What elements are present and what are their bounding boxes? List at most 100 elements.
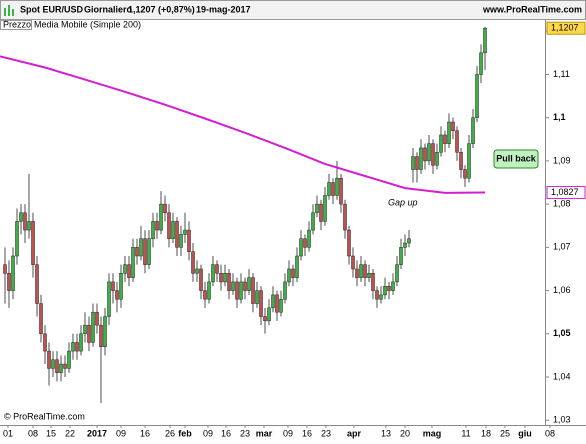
candle-body bbox=[367, 273, 371, 278]
candle-body bbox=[471, 117, 475, 144]
candle-body bbox=[455, 130, 459, 153]
candle-body bbox=[295, 255, 299, 278]
annotation-gap-up: Gap up bbox=[388, 197, 418, 207]
candle-body bbox=[31, 221, 35, 265]
candle-body bbox=[347, 229, 351, 257]
candle-body bbox=[79, 333, 83, 352]
candle bbox=[119, 264, 123, 308]
candle-body bbox=[263, 316, 267, 322]
candle bbox=[123, 255, 127, 282]
candle-body bbox=[23, 212, 27, 231]
candle-body bbox=[355, 268, 359, 278]
y-tick-label: 1,08 bbox=[553, 199, 571, 209]
candle bbox=[19, 204, 23, 235]
candle bbox=[439, 126, 443, 157]
y-tick-label: 1,09 bbox=[553, 155, 571, 165]
candle-body bbox=[95, 311, 99, 326]
candle-body bbox=[431, 143, 435, 166]
candle bbox=[243, 277, 247, 300]
candle bbox=[475, 65, 479, 123]
candle bbox=[195, 260, 199, 282]
candle bbox=[383, 277, 387, 300]
candle bbox=[295, 247, 299, 282]
chart-title: Spot EUR/USD bbox=[20, 4, 84, 14]
candle-body bbox=[75, 342, 79, 352]
x-tick-label: 16 bbox=[140, 428, 150, 438]
x-tick-label: giu bbox=[518, 428, 532, 438]
candle bbox=[467, 134, 471, 183]
candle bbox=[31, 212, 35, 278]
candle bbox=[7, 260, 11, 308]
candle-body bbox=[47, 350, 51, 369]
candle bbox=[127, 255, 131, 287]
candle bbox=[355, 260, 359, 287]
candle bbox=[175, 217, 179, 256]
x-tick-label: 23 bbox=[321, 428, 331, 438]
candle-body bbox=[419, 147, 423, 170]
candle-body bbox=[411, 156, 415, 170]
candle-body bbox=[131, 247, 135, 278]
x-tick-label: feb bbox=[178, 428, 192, 438]
candle-body bbox=[451, 121, 455, 131]
candle bbox=[47, 342, 51, 386]
candle-body bbox=[287, 268, 291, 283]
candle-body bbox=[335, 177, 339, 196]
candle bbox=[155, 212, 159, 239]
candle-body bbox=[467, 143, 471, 179]
candle bbox=[171, 212, 175, 244]
candle-body bbox=[435, 152, 439, 166]
candle bbox=[411, 147, 415, 183]
candle-body bbox=[227, 273, 231, 291]
candle-body bbox=[255, 290, 259, 304]
candle bbox=[351, 247, 355, 278]
candle-body bbox=[299, 238, 303, 257]
x-tick-label: 20 bbox=[400, 428, 410, 438]
candle bbox=[91, 303, 95, 347]
source: www.ProRealTime.com bbox=[482, 4, 582, 14]
candle bbox=[299, 230, 303, 261]
candle-body bbox=[423, 147, 427, 162]
candle-body bbox=[323, 195, 327, 222]
candle-body bbox=[43, 333, 47, 352]
candle bbox=[403, 234, 407, 256]
candle bbox=[471, 109, 475, 148]
candle bbox=[99, 316, 103, 403]
candle bbox=[143, 230, 147, 274]
candle-body bbox=[195, 268, 199, 274]
candle-body bbox=[483, 27, 487, 54]
candle bbox=[251, 273, 255, 313]
candle bbox=[111, 273, 115, 304]
candle-body bbox=[479, 52, 483, 75]
candle-body bbox=[231, 281, 235, 291]
candle-body bbox=[67, 350, 71, 369]
candle bbox=[255, 281, 259, 308]
x-tick-label: 11 bbox=[461, 428, 470, 438]
candle-body bbox=[239, 281, 243, 300]
candle-body bbox=[87, 324, 91, 343]
x-tick-label: 01 bbox=[3, 428, 13, 438]
candle-body bbox=[223, 273, 227, 283]
candle-body bbox=[11, 255, 15, 291]
y-tick-label: 1,11 bbox=[553, 69, 570, 79]
candle-body bbox=[27, 221, 31, 231]
candle-body bbox=[427, 143, 431, 162]
candle-body bbox=[291, 268, 295, 278]
candle bbox=[187, 221, 191, 261]
candle bbox=[207, 273, 211, 304]
candle bbox=[479, 44, 483, 84]
date: 19-mag-2017 bbox=[196, 4, 251, 14]
candle-body bbox=[283, 281, 287, 300]
candle-body bbox=[311, 212, 315, 231]
x-tick-label: mag bbox=[423, 428, 442, 438]
candle-body bbox=[151, 221, 155, 239]
legend-price: Prezzo bbox=[3, 19, 31, 29]
candle bbox=[23, 204, 27, 244]
candle bbox=[435, 143, 439, 170]
candle bbox=[279, 290, 283, 317]
candle bbox=[167, 204, 171, 248]
candle-body bbox=[55, 359, 59, 373]
x-tick-label: mar bbox=[256, 428, 273, 438]
candle bbox=[443, 130, 447, 153]
x-tick-label: 15 bbox=[46, 428, 56, 438]
x-tick-label: 09 bbox=[203, 428, 213, 438]
